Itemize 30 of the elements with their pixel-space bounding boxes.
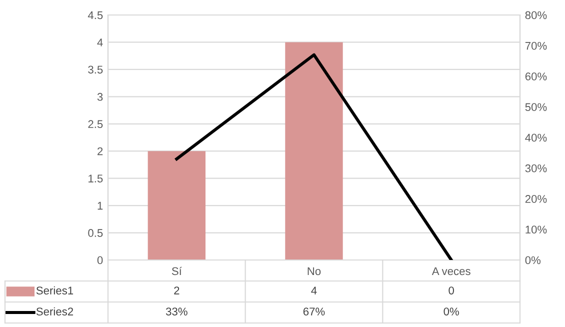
y2-tick-label: 50% bbox=[525, 103, 547, 112]
data-label: 0% bbox=[444, 308, 459, 316]
y2-tick-label: 40% bbox=[525, 134, 547, 142]
y2-tick-label: 80% bbox=[525, 11, 547, 20]
y-tick-label: 1.5 bbox=[88, 174, 103, 182]
data-label: 33% bbox=[166, 308, 188, 316]
y2-tick-label: 70% bbox=[525, 42, 547, 50]
y-tick-label: 3.5 bbox=[88, 66, 103, 74]
y-tick-label: 0 bbox=[97, 256, 103, 264]
y-tick-label: 2 bbox=[98, 147, 103, 156]
y-tick-label: 3 bbox=[97, 92, 103, 101]
data-label: 4 bbox=[311, 286, 317, 294]
x-tick-label: Sí bbox=[172, 266, 182, 276]
x-tick-label: No bbox=[308, 267, 321, 276]
y-tick-label: 2.5 bbox=[88, 120, 103, 128]
y-tick-label: 4.5 bbox=[88, 11, 103, 20]
data-label: 0 bbox=[448, 286, 454, 294]
y2-tick-label: 0% bbox=[525, 256, 541, 264]
x-tick-label: A veces bbox=[432, 267, 470, 276]
y2-tick-label: 10% bbox=[526, 226, 547, 234]
legend-label: Series2 bbox=[36, 307, 74, 316]
y-tick-label: 0.5 bbox=[88, 229, 103, 237]
y-tick-label: 1 bbox=[98, 202, 103, 210]
legend-label: Series1 bbox=[36, 286, 74, 294]
data-label: 67% bbox=[303, 308, 325, 316]
y-tick-label: 4 bbox=[97, 38, 103, 46]
y2-tick-label: 30% bbox=[525, 164, 547, 172]
y2-tick-label: 20% bbox=[525, 195, 547, 203]
data-label: 2 bbox=[174, 286, 180, 294]
y2-tick-label: 60% bbox=[525, 72, 547, 80]
